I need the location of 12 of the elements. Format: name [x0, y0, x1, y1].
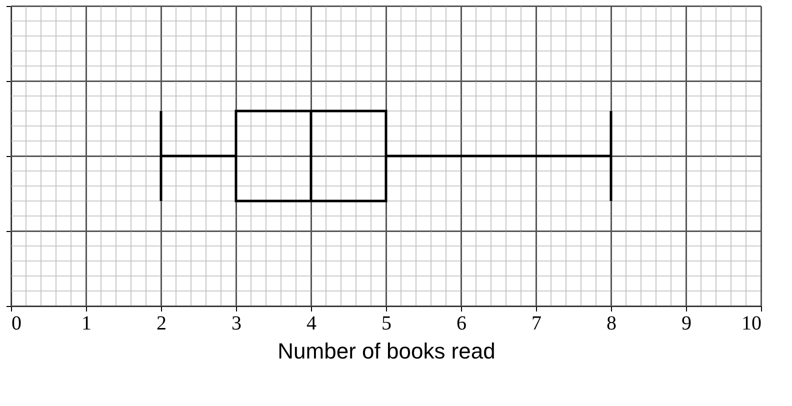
x-tick-label: 9 [682, 312, 692, 334]
x-tick-label: 7 [532, 312, 542, 334]
x-tick-label: 6 [456, 312, 466, 334]
x-tick-label: 4 [306, 312, 316, 334]
x-axis-title: Number of books read [278, 338, 496, 364]
x-tick-label: 2 [156, 312, 166, 334]
x-tick-label: 1 [82, 312, 92, 334]
x-tick-label: 0 [12, 312, 22, 334]
x-tick-label: 8 [606, 312, 616, 334]
x-tick-label: 5 [382, 312, 392, 334]
x-tick-label: 3 [232, 312, 242, 334]
x-tick-label: 10 [742, 312, 762, 334]
